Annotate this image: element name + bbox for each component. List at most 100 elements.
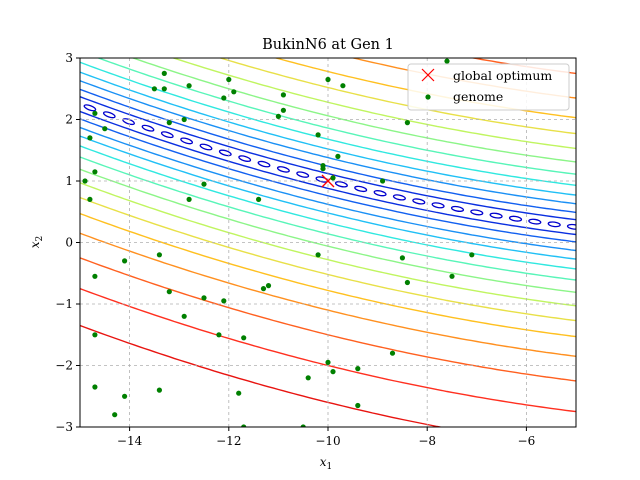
contour-valley-ellipse	[412, 198, 426, 205]
contour-line-lower	[80, 182, 576, 307]
contour-line-upper	[96, 58, 576, 175]
contour-valley-ellipse	[566, 223, 576, 230]
y-tick-label: 3	[65, 51, 73, 65]
genome-point	[161, 70, 167, 76]
genome-point	[399, 255, 405, 261]
genome-point	[122, 258, 128, 264]
genome-point	[236, 390, 242, 396]
genome-point	[330, 369, 336, 375]
contour-valley-ellipse	[431, 202, 445, 209]
contour-line-lower	[80, 212, 576, 338]
y-tick-label: −1	[55, 297, 73, 311]
genome-point	[320, 163, 326, 169]
x-axis-ticks: −14 −12 −10 −8 −6	[117, 427, 535, 448]
genome-point	[92, 110, 98, 116]
genome-points	[82, 58, 475, 427]
x-axis-label: x1	[320, 455, 333, 472]
x-tick-label: −6	[518, 434, 536, 448]
genome-point	[404, 120, 410, 126]
legend-optimum-label: global optimum	[453, 68, 552, 83]
genome-point	[241, 424, 247, 427]
genome-point	[231, 89, 237, 95]
contour-line-lower	[80, 135, 576, 260]
genome-point	[265, 283, 272, 289]
genome-point	[280, 107, 286, 113]
contour-valley-ellipse	[547, 221, 561, 228]
y-axis-ticks: −3 −2 −1 0 1 2 3	[55, 51, 80, 434]
legend-genome-label: genome	[453, 89, 503, 104]
x-tick-label: −8	[418, 434, 436, 448]
genome-point	[92, 332, 98, 338]
y-tick-label: 1	[65, 174, 73, 188]
contour-valley-ellipse	[508, 215, 523, 222]
genome-point	[92, 273, 98, 279]
y-axis-label-subscript: 2	[35, 236, 45, 242]
genome-point	[256, 196, 262, 202]
contour-line-upper	[80, 80, 576, 205]
genome-point	[161, 86, 167, 92]
genome-point	[260, 286, 267, 292]
genome-point	[221, 95, 227, 101]
genome-point	[315, 252, 321, 258]
contour-line-upper	[130, 58, 576, 163]
genome-point	[330, 175, 336, 181]
genome-point	[82, 178, 88, 184]
genome-point	[444, 58, 450, 64]
contour-valley-ellipse	[102, 111, 116, 119]
genome-point	[340, 83, 346, 89]
genome-point	[112, 412, 118, 418]
contour-line-lower	[80, 110, 576, 236]
legend-box	[407, 63, 570, 111]
contour-valley-ellipse	[83, 104, 97, 112]
contour-valley-ellipse	[528, 218, 542, 225]
genome-point	[122, 393, 128, 399]
y-tick-label: −3	[55, 420, 73, 434]
genome-point	[404, 279, 410, 286]
genome-point	[87, 196, 93, 202]
genome-point	[216, 332, 222, 338]
contour-line-upper	[80, 0, 576, 6]
contour-valley-ellipse	[238, 155, 252, 162]
x-axis-label-subscript: 1	[327, 462, 333, 472]
genome-point	[186, 196, 192, 202]
genome-point	[380, 178, 386, 184]
genome-point	[87, 135, 93, 141]
genome-point	[300, 424, 306, 427]
contour-valley-ellipse	[180, 137, 194, 145]
y-tick-label: 2	[65, 113, 73, 127]
genome-point	[156, 387, 162, 393]
contour-valley-ellipse	[296, 171, 310, 178]
genome-point	[469, 252, 475, 258]
contour-line-upper	[469, 58, 576, 75]
y-tick-label: 0	[65, 236, 73, 250]
genome-point	[241, 335, 247, 341]
genome-point	[151, 86, 157, 92]
genome-point	[181, 116, 187, 123]
contour-line-lower	[80, 118, 576, 243]
genome-point	[275, 113, 281, 119]
contour-valley-ellipse	[470, 209, 484, 216]
y-tick-label: −2	[55, 359, 73, 373]
genome-point	[166, 120, 172, 126]
genome-point	[201, 295, 207, 301]
contour-valley-ellipse	[489, 212, 503, 219]
x-tick-label: −10	[315, 434, 340, 448]
contour-valley-ellipse	[450, 205, 465, 212]
genome-point	[201, 181, 207, 187]
genome-point	[221, 298, 227, 304]
genome-point	[181, 313, 187, 319]
contour-valley-ellipse	[334, 181, 348, 188]
contour-valley-ellipse	[373, 190, 387, 197]
legend: global optimum genome	[407, 63, 570, 111]
contour-line-upper	[80, 61, 576, 186]
contour-valley-ellipse	[257, 160, 271, 168]
x-tick-label: −14	[117, 434, 143, 448]
x-tick-label: −12	[216, 434, 241, 448]
genome-point	[186, 83, 192, 89]
chart-title: BukinN6 at Gen 1	[262, 37, 394, 53]
genome-point	[325, 76, 331, 83]
genome-point	[166, 289, 172, 295]
genome-point	[92, 384, 98, 390]
genome-point	[156, 252, 162, 258]
genome-point	[325, 359, 331, 365]
